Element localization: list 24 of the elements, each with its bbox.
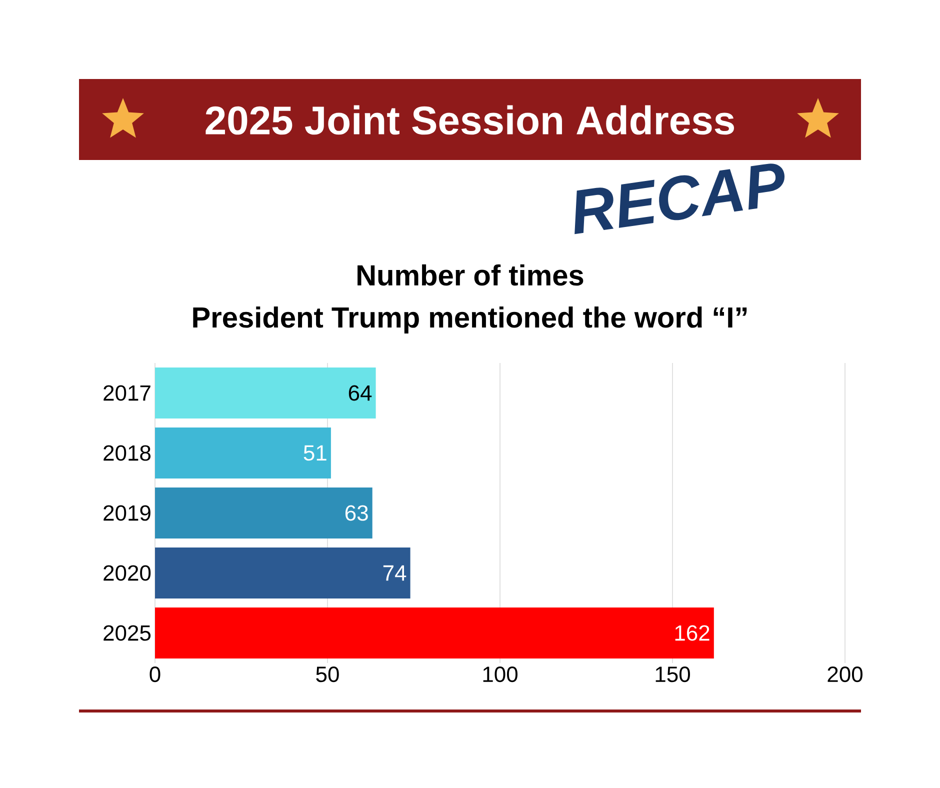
bar [155,368,376,419]
y-tick-label: 2020 [104,565,151,581]
data-label: 162 [675,625,710,641]
chart-subtitle: RECAP [574,164,784,234]
bar [155,488,372,539]
bar [155,608,714,659]
x-tick-label: 150 [656,666,690,682]
x-tick-label: 50 [316,666,339,682]
y-tick-label: 2019 [104,505,150,521]
text: Number of times [358,264,584,286]
y-tick-label: 2025 [104,625,151,641]
x-tick-label: 0 [150,666,160,682]
y-tick-label: 2018 [104,445,150,461]
bar [155,428,331,479]
bar [155,548,410,599]
text: President Trump mentioned the word “I” [193,306,747,334]
data-label: 64 [348,385,372,401]
data-label: 74 [383,565,406,581]
data-label: 63 [345,505,368,521]
data-label: 51 [304,445,326,461]
x-tick-label: 200 [828,666,862,682]
chart-title: 2025 Joint Session Address [206,105,734,135]
y-tick-label: 2017 [104,385,150,401]
x-tick-label: 100 [483,666,518,682]
